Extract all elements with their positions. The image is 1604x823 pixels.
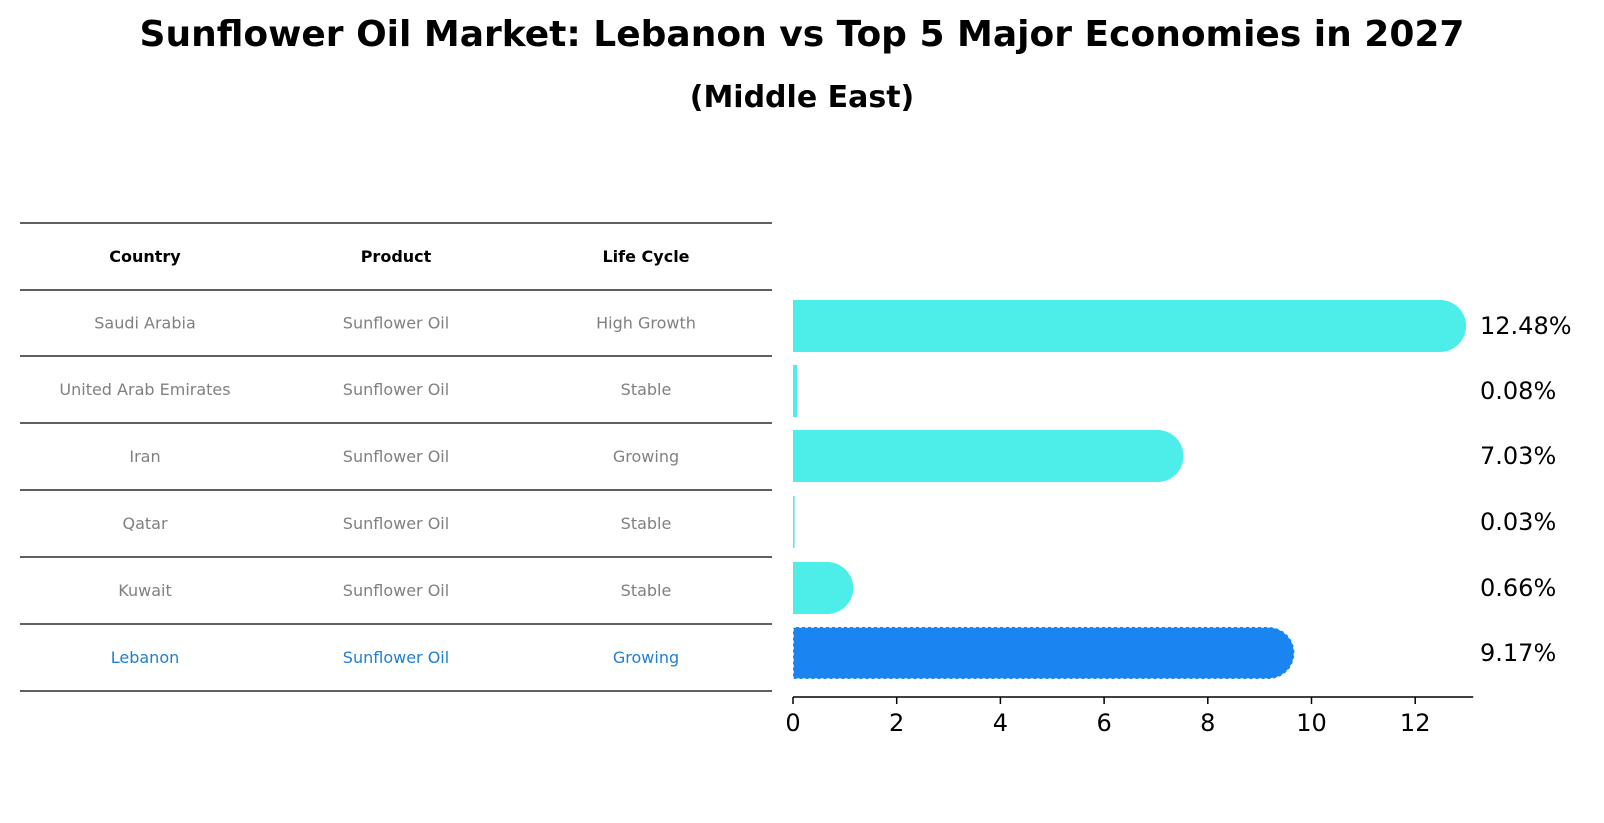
- x-tick-label: 10: [1296, 709, 1327, 737]
- x-tick-label: 12: [1400, 709, 1431, 737]
- table-cell-product: Sunflower Oil: [343, 380, 449, 399]
- table-row: Saudi Arabia Sunflower Oil High Growth: [94, 314, 696, 333]
- bar-united-arab-emirates: [793, 365, 798, 417]
- chart-title: Sunflower Oil Market: Lebanon vs Top 5 M…: [139, 14, 1465, 55]
- chart-subtitle: (Middle East): [689, 80, 915, 115]
- data-label-qatar: 0.03%: [1480, 508, 1556, 536]
- data-label-kuwait: 0.66%: [1480, 574, 1556, 602]
- bar-lebanon: [792, 626, 1296, 680]
- table-cell-life-cycle: High Growth: [596, 314, 696, 333]
- table-cell-product: Sunflower Oil: [343, 514, 449, 533]
- table-cell-product: Sunflower Oil: [343, 648, 449, 667]
- table-cell-country: United Arab Emirates: [59, 380, 230, 399]
- x-axis: 0 2 4 6 8 10 12: [785, 696, 1474, 737]
- table-row: United Arab Emirates Sunflower Oil Stable: [59, 380, 671, 399]
- x-tick-label: 4: [993, 709, 1008, 737]
- table-cell-life-cycle: Stable: [621, 380, 672, 399]
- table-cell-country: Qatar: [122, 514, 167, 533]
- bar-kuwait: [793, 562, 854, 614]
- table-cell-life-cycle: Stable: [621, 581, 672, 600]
- bar-series: 12.48% 0.08% 7.03% 0.03% 0.66% 9.17%: [792, 300, 1572, 680]
- table-cell-product: Sunflower Oil: [343, 314, 449, 333]
- table-row: Iran Sunflower Oil Growing: [129, 447, 679, 466]
- table-row: Lebanon Sunflower Oil Growing: [111, 648, 679, 667]
- x-tick-label: 8: [1200, 709, 1215, 737]
- table-cell-life-cycle: Growing: [613, 648, 679, 667]
- table-cell-life-cycle: Stable: [621, 514, 672, 533]
- table-row: Kuwait Sunflower Oil Stable: [118, 581, 671, 600]
- table-cell-product: Sunflower Oil: [343, 581, 449, 600]
- table-header-life-cycle: Life Cycle: [602, 247, 689, 266]
- table-cell-country: Lebanon: [111, 648, 180, 667]
- table-cell-product: Sunflower Oil: [343, 447, 449, 466]
- table-header-country: Country: [109, 247, 181, 266]
- bar-iran: [793, 430, 1184, 482]
- x-tick-label: 0: [785, 709, 800, 737]
- data-label-united-arab-emirates: 0.08%: [1480, 377, 1556, 405]
- bar-qatar: [793, 496, 795, 548]
- bar-saudi-arabia: [793, 300, 1467, 352]
- x-tick-label: 6: [1096, 709, 1111, 737]
- table-cell-life-cycle: Growing: [613, 447, 679, 466]
- data-label-iran: 7.03%: [1480, 442, 1556, 470]
- table-cell-country: Kuwait: [118, 581, 171, 600]
- data-table: Country Product Life Cycle Saudi Arabia Sunf…: [20, 222, 772, 692]
- table-header-product: Product: [361, 247, 432, 266]
- x-tick-label: 2: [889, 709, 904, 737]
- table-row: Qatar Sunflower Oil Stable: [122, 514, 671, 533]
- table-cell-country: Saudi Arabia: [94, 314, 196, 333]
- data-label-saudi-arabia: 12.48%: [1480, 312, 1572, 340]
- data-label-lebanon: 9.17%: [1480, 639, 1556, 667]
- table-cell-country: Iran: [129, 447, 160, 466]
